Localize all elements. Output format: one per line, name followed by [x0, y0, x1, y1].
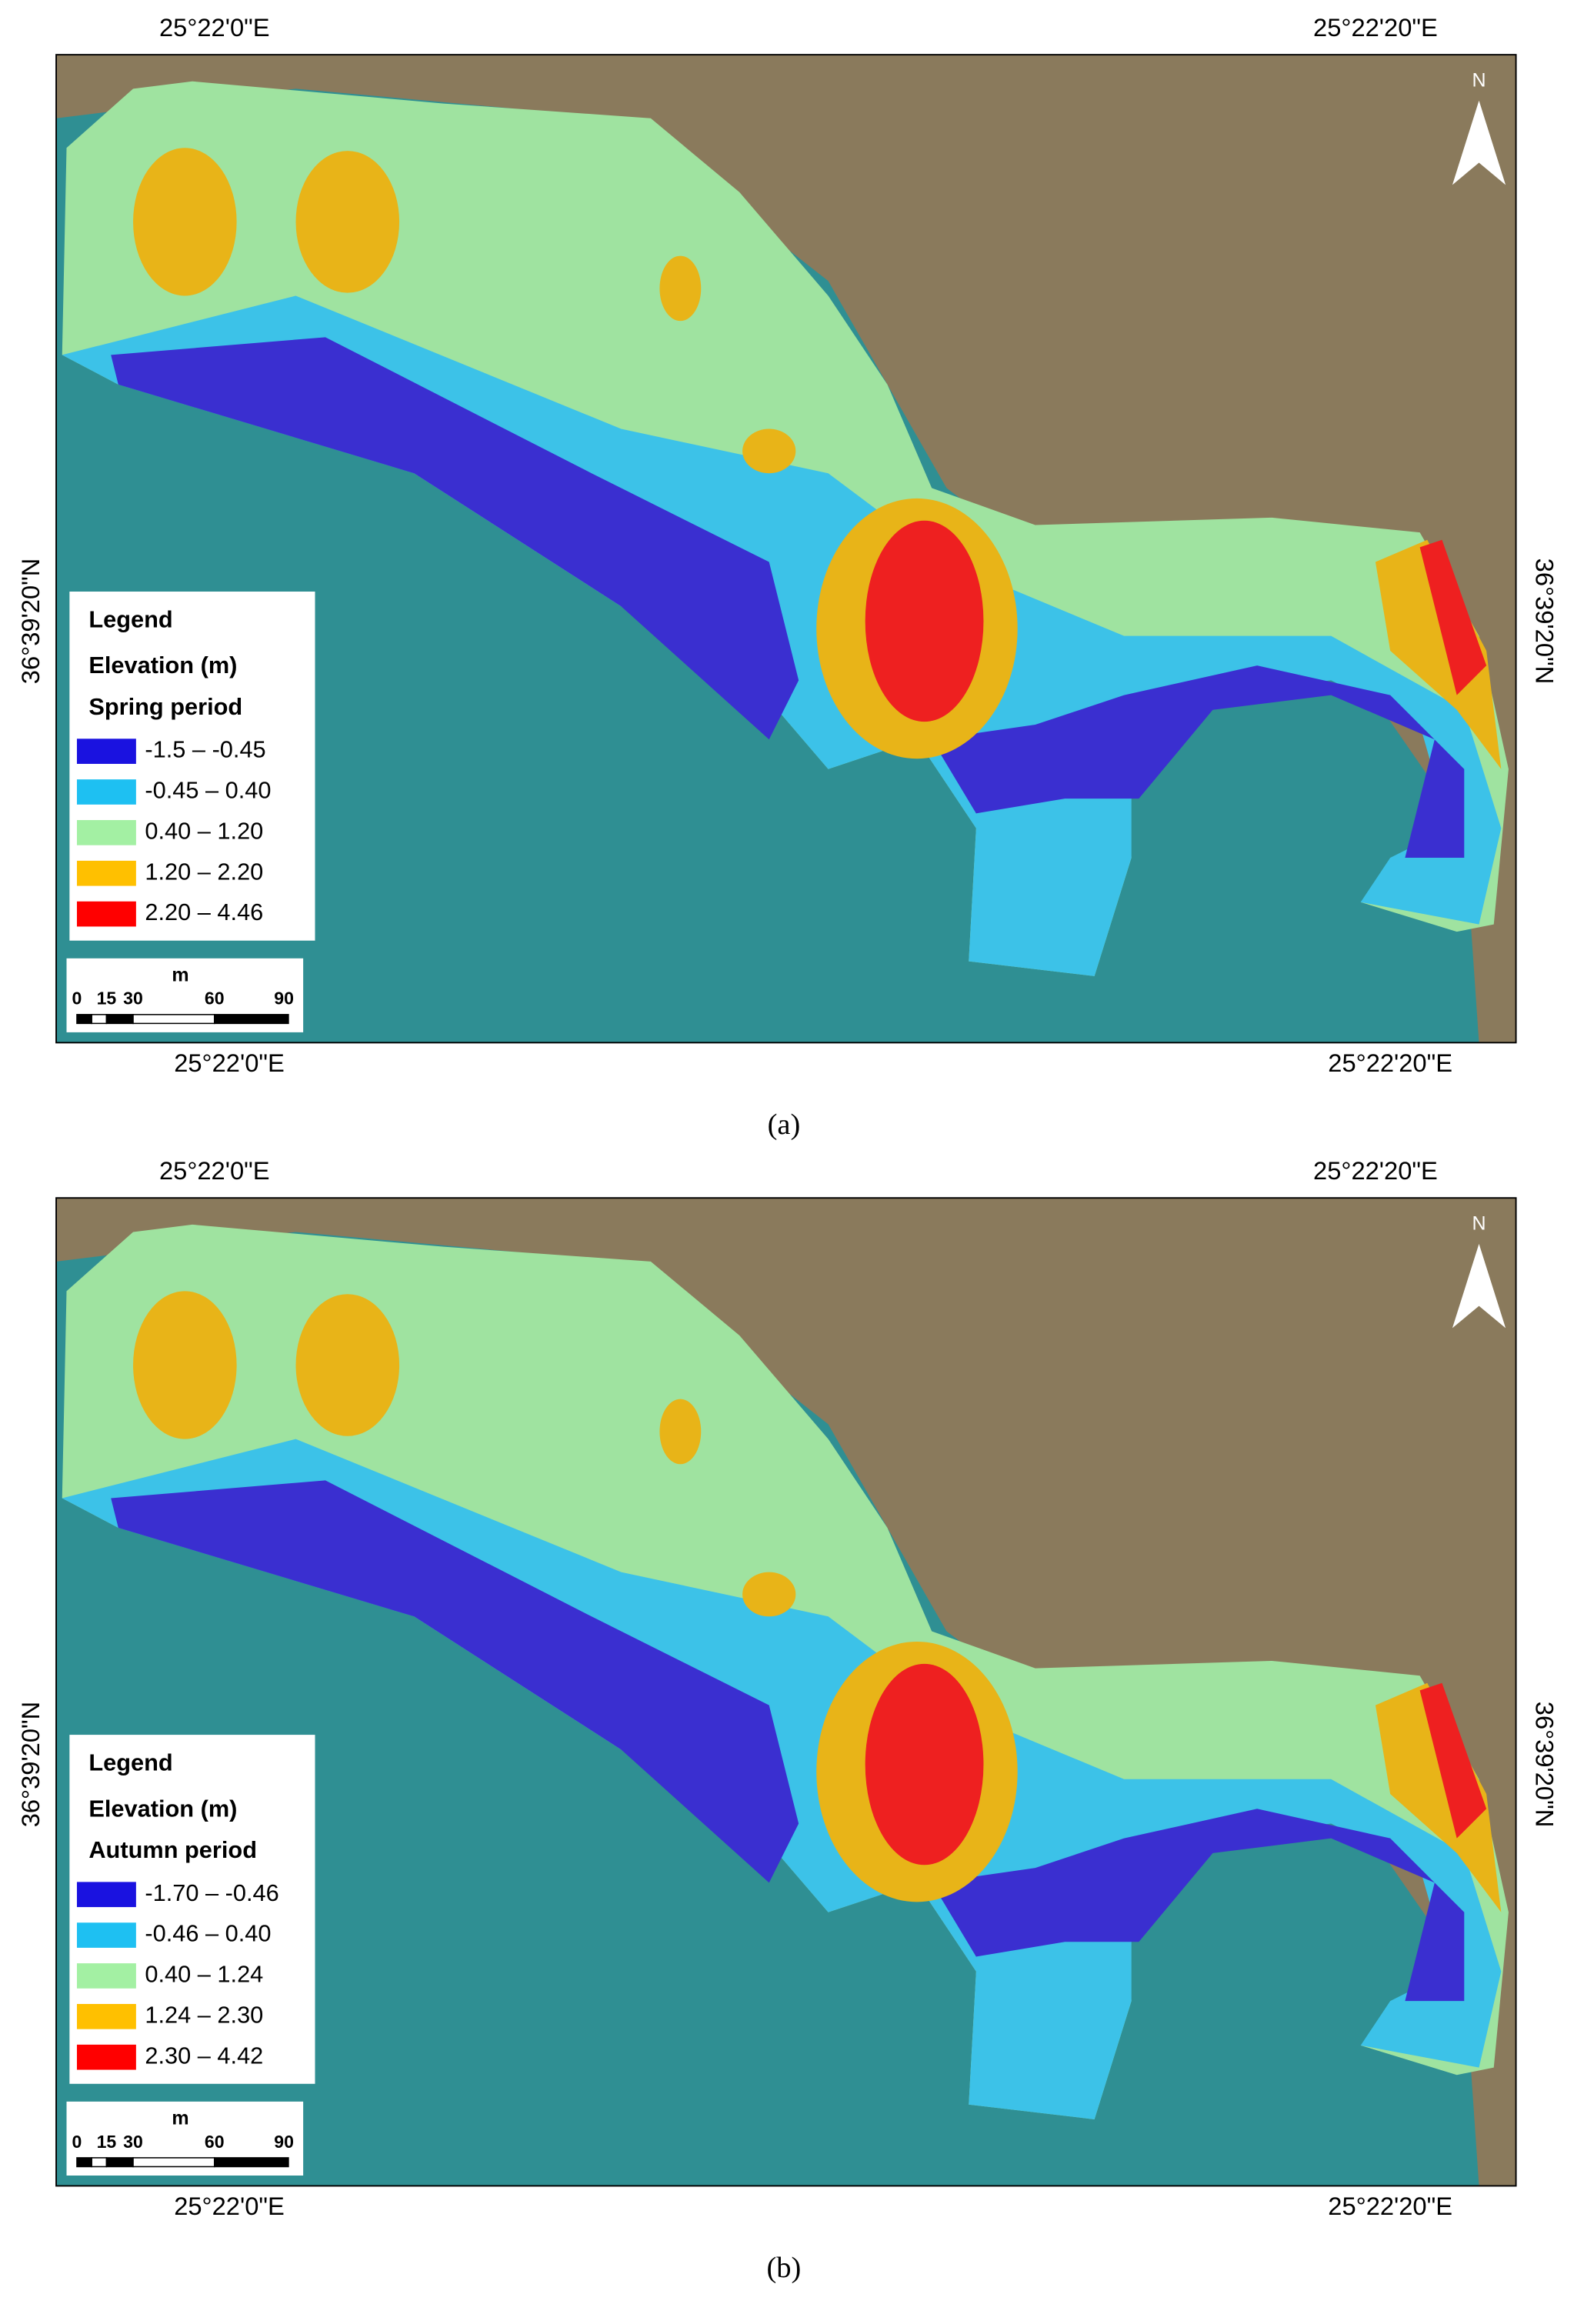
beach-zone: [111, 1480, 799, 1883]
north-label: N: [1472, 1212, 1486, 1234]
legend-swatch: [76, 1963, 136, 1989]
map-border: [55, 1197, 1517, 2187]
longitude-label: 25°22'0"E: [174, 2192, 285, 2220]
legend-swatch: [76, 1922, 136, 1948]
legend-swatch: [76, 2044, 136, 2070]
land: [56, 1198, 1516, 2186]
scale-segment: [105, 2157, 134, 2168]
beach-zone: [659, 255, 702, 322]
beach-zone: [865, 520, 984, 722]
scale-unit: m: [172, 964, 188, 985]
beach-zone: [1375, 539, 1502, 769]
scale-bar: m 0 15 30 60 90: [66, 2101, 304, 2176]
legend-label: -1.5 – -0.45: [145, 736, 265, 763]
scale-segment: [132, 2157, 215, 2168]
legend-label: -1.70 – -0.46: [145, 1879, 278, 1906]
map-panel: N 25°22'0"E 25°22'20"E 25°22'0"E 25°22'20"E 3…: [16, 13, 1559, 1141]
beach-zone: [932, 1809, 1465, 2002]
scale-unit: m: [172, 2108, 188, 2129]
beach-zone: [742, 428, 796, 474]
scale-tick-label: 15: [97, 989, 117, 1009]
beach-zone: [1375, 1682, 1502, 1912]
legend-swatch: [76, 779, 136, 805]
scale-segment: [91, 2157, 108, 2168]
legend-field: Elevation (m): [88, 652, 237, 679]
scale-tick-label: 60: [205, 989, 225, 1009]
longitude-label: 25°22'0"E: [174, 1049, 285, 1077]
legend-swatch: [76, 860, 136, 886]
scale-segment: [76, 1014, 92, 1025]
longitude-label: 25°22'20"E: [1313, 1156, 1438, 1185]
latitude-label: 36°39'20"N: [16, 558, 45, 685]
beach-zone: [932, 665, 1465, 859]
scale-segment: [91, 1014, 108, 1025]
scale-tick-label: 90: [274, 2132, 294, 2152]
scale-tick-label: 0: [72, 2132, 82, 2152]
legend-box: [69, 1735, 315, 2084]
map-border: [55, 54, 1517, 1044]
legend-label: 0.40 – 1.20: [145, 817, 263, 844]
beach-zone: [742, 1572, 796, 1617]
legend-title: Legend: [88, 1749, 172, 1776]
north-arrow: [1452, 1243, 1506, 1329]
map-panel: N 25°22'0"E 25°22'20"E 25°22'0"E 25°22'20"E 3…: [16, 1156, 1559, 2284]
scale-segment: [213, 1014, 289, 1025]
legend-title: Legend: [88, 606, 172, 633]
scale-tick-label: 90: [274, 989, 294, 1009]
legend-period: Spring period: [88, 693, 242, 720]
beach-zone: [133, 148, 237, 296]
north-arrow: [1452, 100, 1506, 185]
beach-zone: [1419, 1682, 1487, 1839]
longitude-label: 25°22'0"E: [159, 1156, 270, 1185]
beach-zone: [1419, 539, 1487, 695]
legend-box: [69, 592, 315, 941]
legend: Legend Elevation (m) Spring period -1.5 – -…: [69, 592, 315, 941]
longitude-label: 25°22'20"E: [1328, 1049, 1452, 1077]
scale-tick-label: 60: [205, 2132, 225, 2152]
beach-zone: [111, 337, 799, 740]
legend: Legend Elevation (m) Autumn period -1.70 – …: [69, 1735, 315, 2084]
legend-field: Elevation (m): [88, 1795, 237, 1822]
legend-label: 2.20 – 4.46: [145, 899, 263, 925]
legend-swatch: [76, 1882, 136, 1908]
legend-label: 1.24 – 2.30: [145, 2001, 263, 2028]
north-label: N: [1472, 69, 1486, 91]
scale-bar: m 0 15 30 60 90: [66, 958, 304, 1032]
scale-segment: [76, 2157, 92, 2168]
legend-swatch: [76, 820, 136, 845]
land: [56, 55, 1516, 1043]
scale-tick-label: 15: [97, 2132, 117, 2152]
longitude-label: 25°22'0"E: [159, 13, 270, 42]
latitude-label: 36°39'20"N: [1531, 558, 1559, 685]
beach-zone: [295, 1294, 400, 1436]
longitude-label: 25°22'20"E: [1313, 13, 1438, 42]
beach-zone: [865, 1663, 984, 1866]
caption: (a): [768, 1109, 801, 1141]
beach-zone: [659, 1399, 702, 1465]
scale-tick-label: 30: [123, 2132, 143, 2152]
scale-tick-label: 30: [123, 989, 143, 1009]
longitude-label: 25°22'20"E: [1328, 2192, 1452, 2220]
legend-label: 2.30 – 4.42: [145, 2042, 263, 2069]
legend-label: 0.40 – 1.24: [145, 1961, 263, 1988]
caption: (b): [767, 2252, 802, 2284]
latitude-label: 36°39'20"N: [16, 1702, 45, 1828]
scale-tick-label: 0: [72, 989, 82, 1009]
legend-label: 1.20 – 2.20: [145, 858, 263, 885]
scale-segment: [105, 1014, 134, 1025]
legend-swatch: [76, 739, 136, 764]
latitude-label: 36°39'20"N: [1531, 1702, 1559, 1828]
scale-segment: [213, 2157, 289, 2168]
beach-zone: [295, 151, 400, 293]
legend-swatch: [76, 2003, 136, 2029]
scale-segment: [132, 1014, 215, 1025]
legend-label: -0.46 – 0.40: [145, 1920, 271, 1947]
beach-zone: [133, 1291, 237, 1439]
legend-label: -0.45 – 0.40: [145, 777, 271, 804]
legend-period: Autumn period: [88, 1836, 257, 1863]
legend-swatch: [76, 901, 136, 927]
map-frame: N: [56, 55, 1516, 1043]
